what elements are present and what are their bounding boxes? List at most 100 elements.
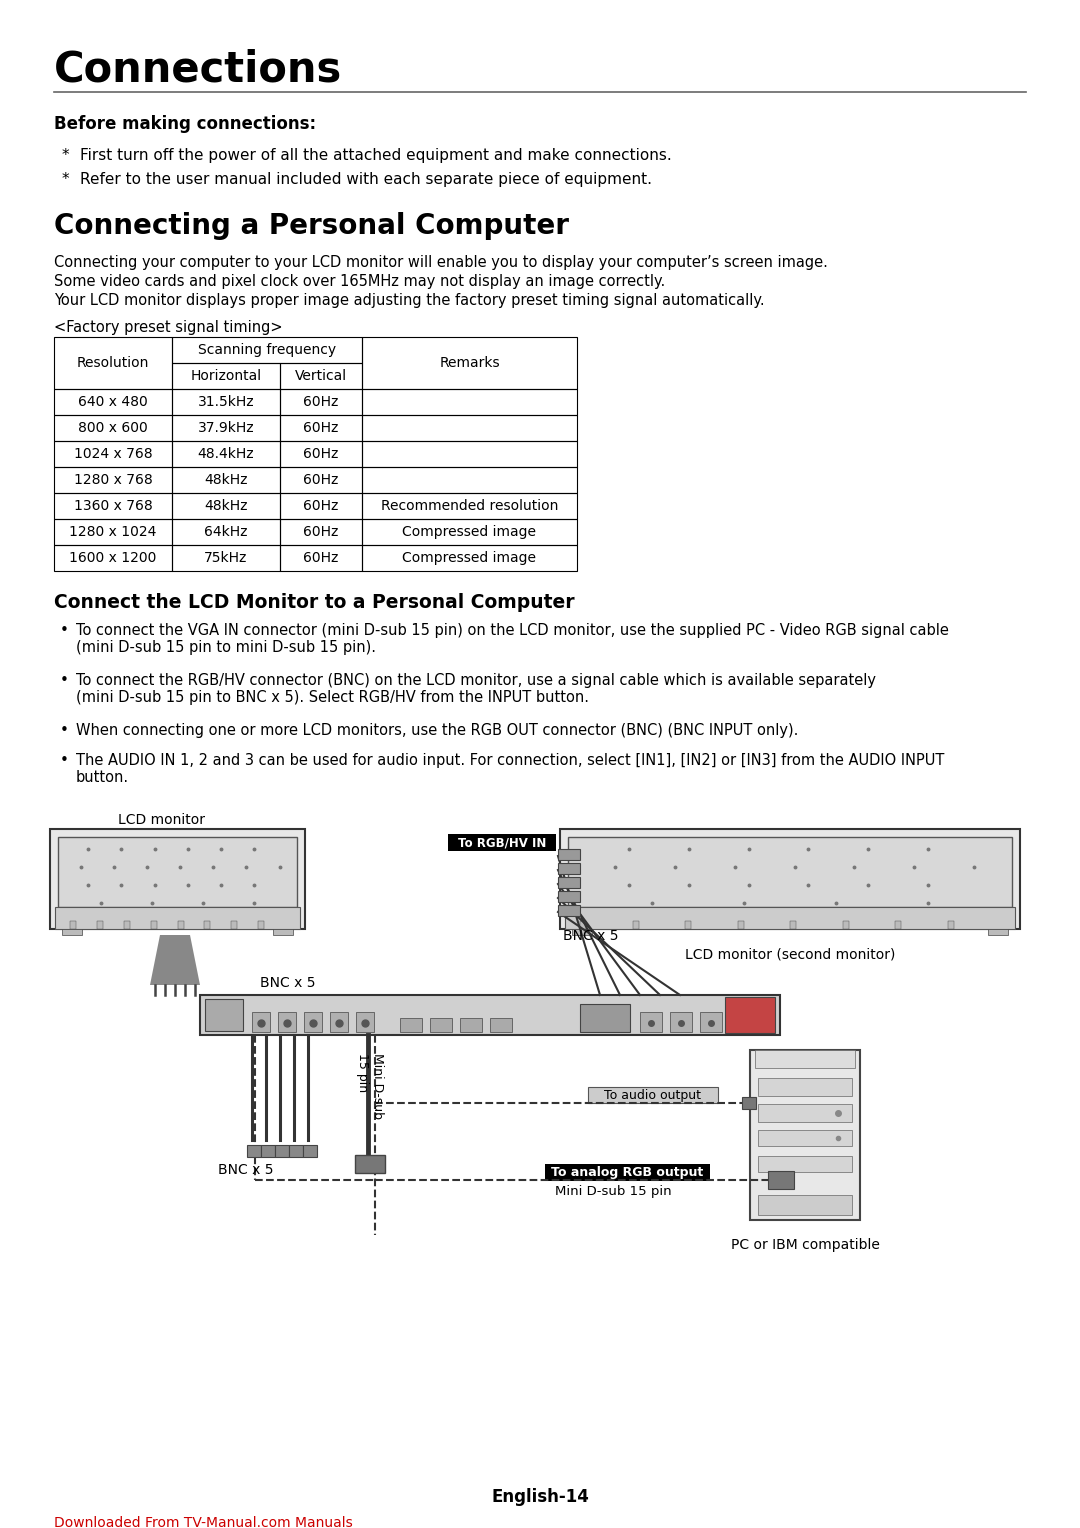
Bar (640, 1012, 662, 1031)
Text: To analog RGB output: To analog RGB output (552, 1166, 704, 1180)
Bar (280, 520, 362, 545)
Bar (758, 1157, 852, 1172)
Bar (988, 929, 1008, 935)
Text: To RGB/HV IN: To RGB/HV IN (458, 836, 546, 850)
Bar (62, 929, 82, 935)
Bar (280, 416, 362, 442)
Bar (280, 442, 362, 468)
Text: 1600 x 1200: 1600 x 1200 (69, 552, 157, 565)
Text: To audio output: To audio output (605, 1088, 702, 1102)
Bar (895, 921, 901, 929)
Bar (670, 1012, 692, 1031)
Bar (172, 338, 362, 364)
Text: Scanning frequency: Scanning frequency (198, 342, 336, 358)
Bar (558, 863, 580, 874)
Bar (280, 364, 362, 390)
Bar (54, 390, 172, 416)
Text: The AUDIO IN 1, 2 and 3 can be used for audio input. For connection, select [IN1: The AUDIO IN 1, 2 and 3 can be used for … (76, 753, 944, 785)
Text: •: • (60, 672, 69, 688)
Text: 1280 x 768: 1280 x 768 (73, 474, 152, 487)
Bar (205, 999, 243, 1031)
Bar (303, 1012, 322, 1031)
Bar (565, 908, 1015, 929)
Text: Horizontal: Horizontal (190, 368, 261, 384)
Polygon shape (150, 935, 200, 986)
Bar (758, 1077, 852, 1096)
Bar (252, 1012, 270, 1031)
Text: •: • (60, 623, 69, 639)
Text: BNC x 5: BNC x 5 (260, 976, 315, 990)
Text: To connect the RGB/HV connector (BNC) on the LCD monitor, use a signal cable whi: To connect the RGB/HV connector (BNC) on… (76, 672, 876, 706)
Text: Mini D-sub 15 pin: Mini D-sub 15 pin (555, 1186, 672, 1198)
Text: BNC x 5: BNC x 5 (563, 929, 619, 943)
Bar (738, 921, 743, 929)
Bar (280, 468, 362, 494)
Text: <Factory preset signal timing>: <Factory preset signal timing> (54, 319, 283, 335)
Text: 1360 x 768: 1360 x 768 (73, 500, 152, 513)
Bar (568, 837, 1012, 908)
Text: Connecting your computer to your LCD monitor will enable you to display your com: Connecting your computer to your LCD mon… (54, 255, 828, 270)
Bar (633, 921, 638, 929)
Bar (700, 1012, 723, 1031)
Bar (278, 1012, 296, 1031)
Bar (172, 416, 280, 442)
Bar (54, 545, 172, 571)
Bar (580, 921, 586, 929)
Bar (172, 494, 280, 520)
Bar (362, 520, 577, 545)
Bar (768, 1170, 794, 1189)
Bar (362, 545, 577, 571)
Bar (545, 1164, 710, 1181)
Text: 48kHz: 48kHz (204, 474, 247, 487)
Bar (558, 850, 580, 860)
Text: 60Hz: 60Hz (303, 422, 339, 435)
Bar (588, 1086, 718, 1103)
Text: 60Hz: 60Hz (303, 448, 339, 461)
Bar (303, 1144, 318, 1157)
Bar (54, 468, 172, 494)
Bar (54, 520, 172, 545)
Bar (54, 494, 172, 520)
Text: 48.4kHz: 48.4kHz (198, 448, 254, 461)
Bar (758, 1105, 852, 1122)
Bar (362, 390, 577, 416)
Text: 800 x 600: 800 x 600 (78, 422, 148, 435)
Text: 60Hz: 60Hz (303, 552, 339, 565)
Text: Mini D-sub
15 pin: Mini D-sub 15 pin (356, 1053, 384, 1118)
Bar (561, 830, 1020, 929)
Bar (70, 921, 76, 929)
Bar (400, 1018, 422, 1031)
Text: •: • (60, 753, 69, 769)
Text: 60Hz: 60Hz (303, 526, 339, 539)
Bar (750, 1050, 860, 1219)
Bar (261, 1144, 275, 1157)
Text: Downloaded From TV-Manual.com Manuals: Downloaded From TV-Manual.com Manuals (54, 1516, 353, 1528)
Text: 1280 x 1024: 1280 x 1024 (69, 526, 157, 539)
Text: Recommended resolution: Recommended resolution (381, 500, 558, 513)
Bar (172, 520, 280, 545)
Text: 60Hz: 60Hz (303, 474, 339, 487)
Bar (55, 908, 300, 929)
Bar (448, 834, 556, 851)
Bar (273, 929, 293, 935)
Text: BNC x 5: BNC x 5 (218, 1163, 273, 1177)
Bar (289, 1144, 303, 1157)
Bar (54, 416, 172, 442)
Bar (258, 921, 265, 929)
Bar (177, 921, 184, 929)
Bar (725, 996, 775, 1033)
Bar (558, 905, 580, 915)
Text: 64kHz: 64kHz (204, 526, 247, 539)
Bar (58, 837, 297, 908)
Bar (572, 929, 592, 935)
Bar (355, 1155, 384, 1174)
Text: To connect the VGA IN connector (mini D-sub 15 pin) on the LCD monitor, use the : To connect the VGA IN connector (mini D-… (76, 623, 949, 656)
Text: 75kHz: 75kHz (204, 552, 247, 565)
Bar (172, 390, 280, 416)
Text: •: • (60, 723, 69, 738)
Bar (430, 1018, 453, 1031)
Bar (124, 921, 130, 929)
Bar (842, 921, 849, 929)
Text: 1024 x 768: 1024 x 768 (73, 448, 152, 461)
Bar (280, 494, 362, 520)
